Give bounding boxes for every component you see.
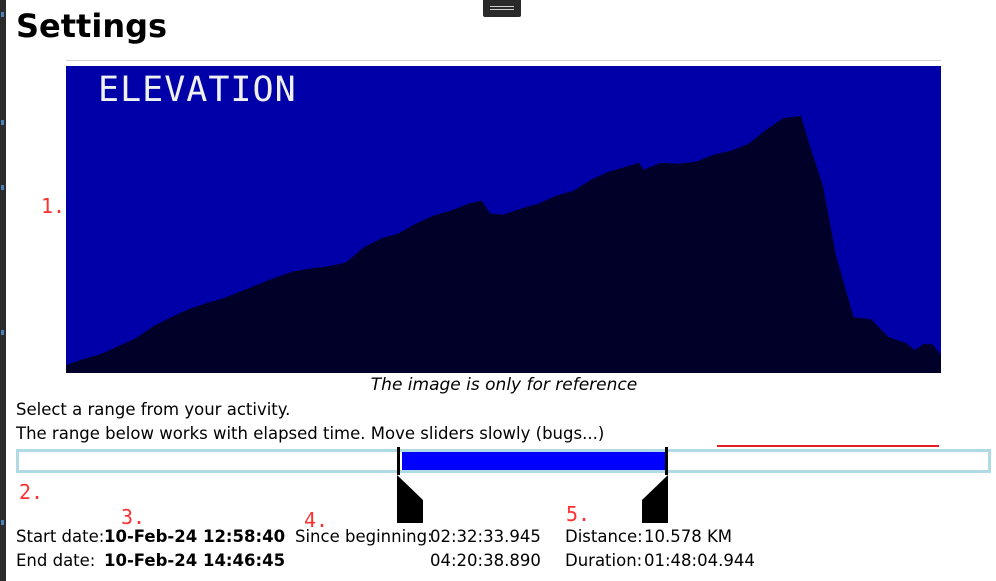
drag-handle-icon[interactable] — [483, 0, 521, 17]
since-beginning-start-value: 02:32:33.945 — [430, 527, 541, 546]
window-edge-strip — [0, 0, 6, 581]
annotation-marker-5: 5. — [566, 502, 591, 526]
since-beginning-end-value: 04:20:38.890 — [430, 551, 541, 570]
duration-label: Duration: — [565, 551, 643, 570]
duration-value: 01:48:04.944 — [644, 551, 755, 570]
instruction-line-1: Select a range from your activity. — [16, 400, 291, 419]
since-beginning-label: Since beginning: — [295, 527, 433, 546]
annotation-marker-4: 4. — [304, 508, 329, 532]
elevation-chart — [66, 116, 941, 373]
image-caption: The image is only for reference — [370, 375, 638, 395]
annotation-marker-2: 2. — [19, 480, 44, 504]
distance-label: Distance: — [565, 527, 643, 546]
divider — [66, 60, 941, 61]
range-slider-selection — [401, 452, 668, 470]
end-date-value: 10-Feb-24 14:46:45 — [104, 551, 286, 570]
annotation-marker-1: 1. — [41, 194, 66, 218]
page-title: Settings — [16, 7, 168, 45]
elevation-image: ELEVATION — [66, 66, 941, 373]
instruction-line-2: The range below works with elapsed time.… — [16, 424, 605, 443]
elevation-profile-shape — [66, 116, 941, 373]
distance-value: 10.578 KM — [644, 527, 733, 546]
range-end-handle[interactable] — [642, 447, 668, 523]
annotation-underline — [717, 445, 939, 447]
end-date-label: End date: — [16, 551, 96, 570]
start-date-label: Start date: — [16, 527, 105, 546]
range-start-handle[interactable] — [397, 447, 423, 523]
elevation-label: ELEVATION — [98, 70, 297, 110]
range-slider-track[interactable] — [16, 449, 991, 473]
start-date-value: 10-Feb-24 12:58:40 — [104, 527, 286, 546]
annotation-marker-3: 3. — [121, 505, 146, 529]
